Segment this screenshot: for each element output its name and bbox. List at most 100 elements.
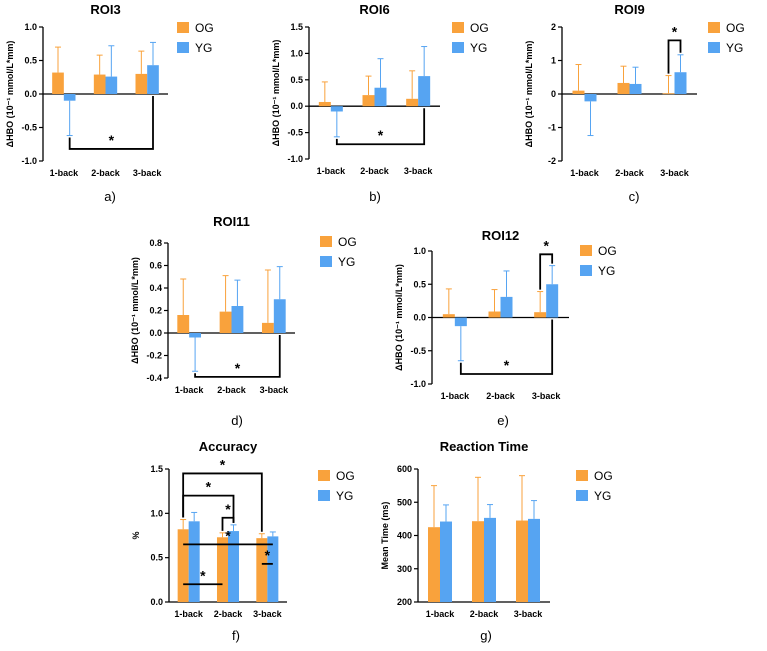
chart-panel-roi9: ROI9 -2 -1 0 1 2 ΔHBO (10⁻¹ mmol/L*mm) 1-back 2-… xyxy=(524,2,745,204)
y-tick-label: 0.5 xyxy=(24,56,37,66)
y-tick-label: 0.5 xyxy=(150,553,163,563)
x-tick-label: 2-back xyxy=(486,391,516,401)
legend-label-yg: YG xyxy=(338,255,355,269)
bar-yg-1-back xyxy=(454,317,467,327)
legend-swatch-yg xyxy=(452,42,464,53)
y-tick-label: 1 xyxy=(551,56,556,66)
legend-swatch-yg xyxy=(576,490,588,501)
significance-bracket xyxy=(68,96,154,150)
y-tick-label: -0.4 xyxy=(146,373,162,383)
y-tick-label: 200 xyxy=(397,597,412,607)
significance-star: * xyxy=(225,527,231,543)
chart-title: ROI12 xyxy=(482,228,520,243)
chart-panel-accuracy: Accuracy 0.0 0.5 1.0 1.5% 1-back 2-back 3-back *… xyxy=(131,439,355,643)
y-tick-label: -1.0 xyxy=(410,379,426,389)
panel-label: g) xyxy=(480,628,492,643)
legend-label-og: OG xyxy=(470,21,489,35)
bar-og-1-back xyxy=(177,529,189,602)
x-tick-label: 1-back xyxy=(175,385,205,395)
x-tick-label: 2-back xyxy=(91,168,121,178)
legend-swatch-yg xyxy=(708,42,720,53)
bar-og-2-back xyxy=(617,82,630,94)
legend-label-og: OG xyxy=(598,244,617,258)
y-tick-label: -1.0 xyxy=(287,154,303,164)
legend-label-yg: YG xyxy=(726,41,743,55)
y-axis-label: ΔHBO (10⁻¹ mmol/L*mm) xyxy=(130,257,140,364)
bar-og-3-back xyxy=(406,98,419,107)
x-tick-label: 1-back xyxy=(174,609,204,619)
significance-bracket xyxy=(182,494,235,523)
bar-yg-2-back xyxy=(105,76,118,94)
y-tick-label: 0.0 xyxy=(150,597,163,607)
chart-panel-roi11: ROI11 -0.4 -0.2 0.0 0.2 0.4 0.6 0.8 ΔHBO (10⁻¹ m… xyxy=(130,214,357,428)
legend-label-yg: YG xyxy=(594,489,611,503)
legend: OG YG xyxy=(320,235,357,269)
bar-og-2-back xyxy=(362,95,375,107)
bar-og-1-back xyxy=(428,527,440,602)
significance-star: * xyxy=(109,132,115,148)
bar-og-2-back xyxy=(488,311,501,318)
y-tick-label: -2 xyxy=(548,156,556,166)
significance-bracket xyxy=(667,39,682,74)
bar-yg-3-back xyxy=(147,65,159,94)
y-tick-label: 0.0 xyxy=(24,89,37,99)
significance-star: * xyxy=(672,23,678,39)
x-tick-label: 3-back xyxy=(660,168,690,178)
significance-star: * xyxy=(235,360,241,376)
y-tick-label: -1 xyxy=(548,123,556,133)
bar-og-1-back xyxy=(442,314,455,318)
bar-og-3-back xyxy=(256,538,268,602)
y-tick-label: -0.5 xyxy=(287,128,303,138)
bar-og-3-back xyxy=(662,93,675,95)
x-tick-label: 1-back xyxy=(317,166,347,176)
y-tick-label: 1.5 xyxy=(150,464,163,474)
significance-star: * xyxy=(504,357,510,373)
significance-bracket xyxy=(221,516,235,531)
x-tick-label: 3-back xyxy=(260,385,290,395)
legend: OG YG xyxy=(708,21,745,55)
bar-yg-3-back xyxy=(546,284,559,318)
bar-yg-3-back xyxy=(674,72,687,94)
significance-bracket xyxy=(539,253,554,290)
bar-og-3-back xyxy=(516,520,528,602)
bar-og-3-back xyxy=(261,322,274,333)
bar-yg-2-back xyxy=(484,517,496,602)
y-tick-label: 300 xyxy=(397,564,412,574)
x-tick-label: 2-back xyxy=(615,168,645,178)
bar-yg-1-back xyxy=(440,521,452,602)
y-tick-label: 0.6 xyxy=(149,261,162,271)
y-tick-label: 2 xyxy=(551,22,556,32)
significance-star: * xyxy=(543,237,549,253)
legend-label-og: OG xyxy=(338,235,357,249)
x-tick-label: 3-back xyxy=(514,609,544,619)
legend: OG YG xyxy=(580,244,617,278)
y-tick-label: 1.0 xyxy=(24,22,37,32)
bar-yg-1-back xyxy=(63,94,76,101)
legend-label-yg: YG xyxy=(336,489,353,503)
legend-label-yg: YG xyxy=(598,264,615,278)
y-axis-label: Mean Time (ms) xyxy=(380,502,390,570)
bar-yg-3-back xyxy=(528,518,540,602)
significance-star: * xyxy=(206,479,212,495)
bar-og-2-back xyxy=(216,537,228,602)
y-tick-label: 400 xyxy=(397,531,412,541)
x-tick-label: 2-back xyxy=(360,166,390,176)
legend-label-yg: YG xyxy=(470,41,487,55)
chart-title: Reaction Time xyxy=(440,439,529,454)
panel-label: b) xyxy=(369,189,381,204)
x-tick-label: 2-back xyxy=(214,609,244,619)
y-tick-label: 0.0 xyxy=(149,328,162,338)
y-tick-label: 1.5 xyxy=(290,22,303,32)
y-tick-label: 0.0 xyxy=(290,101,303,111)
bar-yg-3-back xyxy=(267,536,279,602)
y-tick-label: -0.2 xyxy=(146,351,162,361)
significance-star: * xyxy=(225,501,231,517)
bar-yg-2-back xyxy=(500,296,513,318)
y-tick-label: 600 xyxy=(397,464,412,474)
bar-yg-2-back xyxy=(629,83,642,94)
legend: OG YG xyxy=(576,469,613,503)
legend-swatch-og xyxy=(580,245,592,256)
y-tick-label: 1.0 xyxy=(150,508,163,518)
legend-label-og: OG xyxy=(726,21,745,35)
